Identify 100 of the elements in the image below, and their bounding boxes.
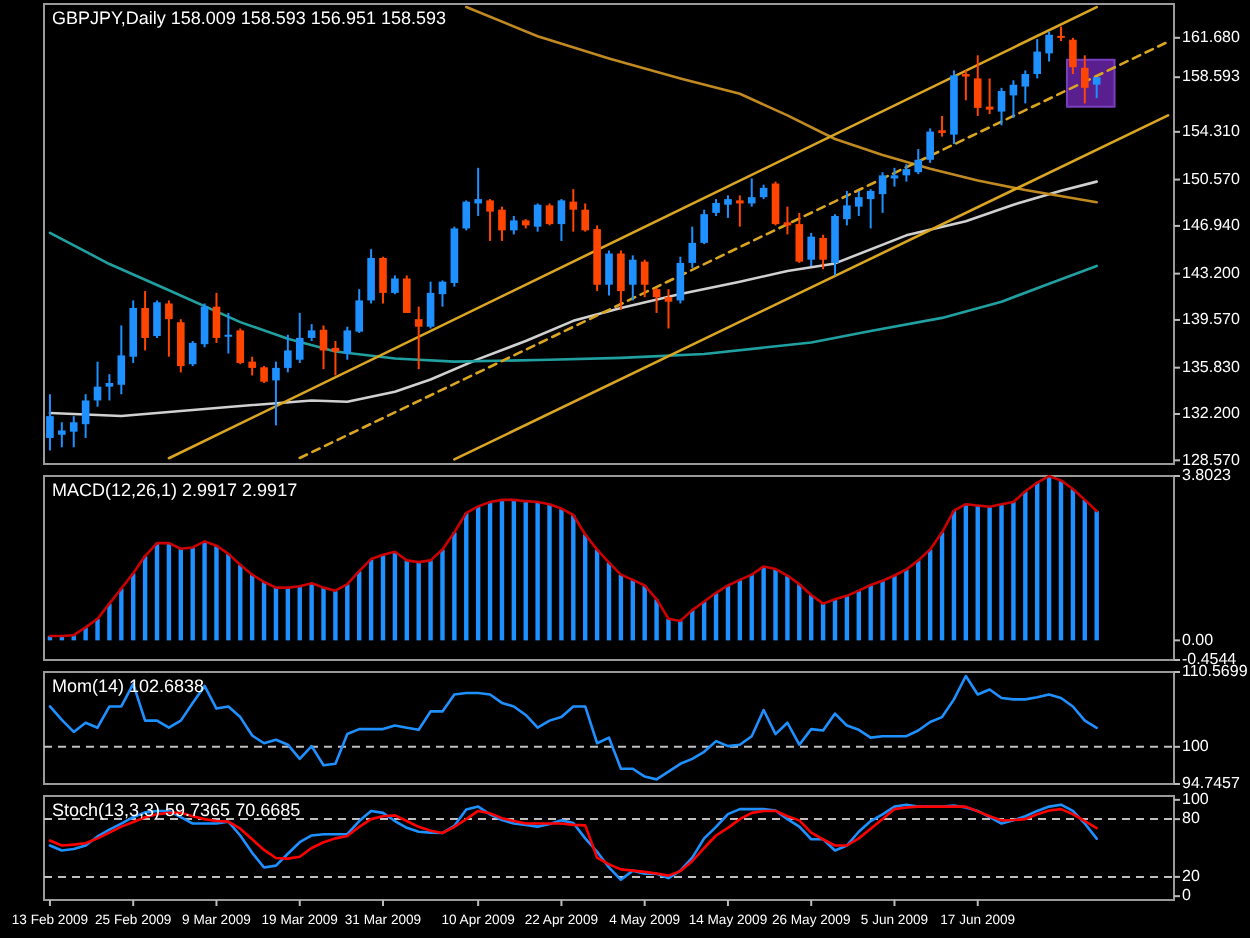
- bar: [345, 584, 350, 641]
- candlestick: [569, 188, 578, 233]
- candlestick: [510, 214, 518, 236]
- candlestick: [640, 258, 649, 299]
- bar: [1094, 511, 1099, 641]
- candlestick: [105, 373, 114, 402]
- candlestick: [200, 302, 209, 349]
- y-tick-label: 143.200: [1182, 263, 1241, 282]
- candlestick: [379, 255, 387, 305]
- line-series: [48, 674, 1098, 781]
- candlestick: [854, 189, 863, 217]
- candlestick: [402, 274, 411, 314]
- candlestick: [414, 305, 423, 371]
- candlestick: [997, 86, 1006, 127]
- bar: [523, 501, 528, 641]
- bar: [499, 499, 505, 641]
- candlestick: [1045, 30, 1053, 63]
- candlestick: [69, 415, 78, 449]
- y-tick-label: 158.593: [1182, 67, 1241, 86]
- bar: [987, 506, 992, 641]
- candlestick: [831, 213, 839, 277]
- bar: [666, 618, 671, 641]
- bar: [654, 599, 659, 641]
- candlestick: [474, 166, 482, 217]
- bar: [309, 583, 314, 641]
- bar: [547, 504, 552, 641]
- y-tick-label: 110.5699: [1182, 662, 1249, 681]
- candlestick: [284, 333, 292, 374]
- bar: [107, 603, 112, 641]
- candlestick: [188, 339, 197, 368]
- bar: [190, 547, 195, 641]
- bar: [202, 541, 207, 641]
- bar: [1046, 476, 1052, 641]
- candlestick: [700, 208, 708, 246]
- chart-title: Stoch(13,3,3) 59.7365 70.6685: [52, 800, 301, 820]
- candlestick: [1080, 54, 1089, 105]
- candlestick: [676, 255, 685, 305]
- candlestick: [295, 311, 304, 364]
- y-tick-label: 150.570: [1182, 169, 1241, 188]
- candlestick: [486, 198, 494, 242]
- candlestick: [688, 225, 697, 269]
- candlestick: [545, 202, 554, 227]
- candlestick: [46, 393, 54, 452]
- candlestick: [807, 231, 816, 267]
- bar: [892, 575, 897, 641]
- line-series: [48, 474, 1098, 638]
- candlestick: [736, 194, 744, 228]
- bar: [440, 549, 445, 641]
- candlestick: [367, 248, 375, 305]
- line-series: [464, 5, 1098, 204]
- bar: [452, 532, 457, 641]
- candlestick: [165, 299, 173, 358]
- candlestick: [212, 291, 221, 344]
- y-tick-label: 161.680: [1182, 28, 1241, 47]
- candlestick: [81, 393, 90, 439]
- y-tick-label: 20: [1182, 867, 1201, 886]
- bar: [416, 562, 421, 641]
- candlestick: [1033, 38, 1042, 80]
- chart-title: Mom(14) 102.6838: [52, 676, 205, 696]
- candlestick: [117, 324, 126, 396]
- candlestick: [962, 69, 970, 102]
- y-tick-label: 132.200: [1182, 404, 1241, 423]
- bar: [1023, 491, 1028, 641]
- bar: [868, 585, 873, 641]
- candlestick: [176, 318, 185, 374]
- y-tick-label: 3.8023: [1182, 466, 1233, 485]
- candlestick: [236, 327, 245, 366]
- candlestick: [462, 199, 471, 232]
- candlestick: [272, 360, 280, 427]
- bar: [785, 575, 790, 641]
- y-tick-label: 139.570: [1182, 310, 1241, 329]
- candlestick: [153, 299, 161, 339]
- candlestick: [1021, 69, 1030, 105]
- candlestick: [795, 211, 804, 264]
- bar: [1070, 489, 1076, 641]
- candlestick: [581, 202, 590, 233]
- bar: [642, 585, 647, 641]
- y-tick-label: 146.940: [1182, 216, 1241, 235]
- y-tick-label: 0: [1182, 886, 1192, 905]
- y-tick-label: 100: [1182, 790, 1210, 809]
- bar: [1082, 499, 1087, 641]
- bar: [487, 502, 493, 641]
- candlestick: [652, 286, 661, 314]
- bar: [1011, 502, 1016, 641]
- bar: [773, 569, 778, 641]
- candlestick: [819, 233, 827, 271]
- bar: [559, 508, 564, 641]
- candlestick: [926, 127, 934, 164]
- candlestick: [343, 325, 352, 361]
- bar: [999, 504, 1004, 641]
- bar: [797, 584, 802, 641]
- candlestick: [58, 421, 66, 449]
- y-tick-label: 0.00: [1182, 630, 1215, 649]
- candlestick: [355, 288, 364, 334]
- candlestick: [605, 249, 613, 297]
- bar: [678, 620, 683, 641]
- candlestick: [783, 205, 792, 236]
- candlestick: [628, 254, 637, 302]
- bar: [1035, 482, 1040, 641]
- chart-title: GBPJPY,Daily 158.009 158.593 156.951 158.593: [52, 8, 446, 28]
